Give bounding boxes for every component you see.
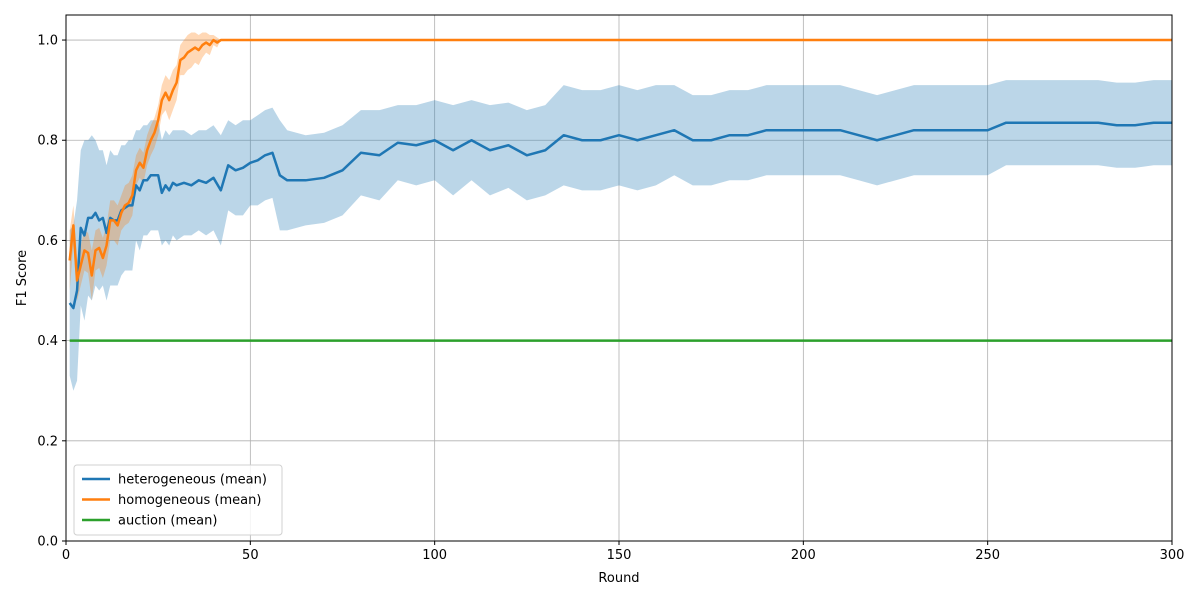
x-tick-label: 50 <box>242 548 259 563</box>
legend: heterogeneous (mean) homogeneous (mean) au… <box>73 464 283 536</box>
y-tick-label: 0.0 <box>37 535 58 550</box>
series-line-1 <box>68 38 1172 282</box>
x-tick-label: 300 <box>1160 548 1185 563</box>
x-tick-label: 250 <box>975 548 1000 563</box>
legend-label: auction (mean) <box>118 514 217 529</box>
y-axis-label: F1 Score <box>15 250 30 306</box>
y-tick-label: 0.6 <box>37 234 58 249</box>
legend-box <box>73 464 283 536</box>
x-tick-label: 100 <box>422 548 447 563</box>
y-tick-label: 0.8 <box>37 134 58 149</box>
y-tick-label: 0.4 <box>37 334 58 349</box>
x-tick-label: 0 <box>62 548 70 563</box>
axis-ticks: 0 50 100 150 200 250 300 0.0 0.2 0.4 0.6 0.8 1.0 <box>37 34 1184 563</box>
y-tick-label: 1.0 <box>37 34 58 49</box>
x-tick-label: 200 <box>791 548 816 563</box>
confidence-band-0 <box>69 80 1173 391</box>
series-lines <box>68 38 1172 342</box>
x-axis-label: Round <box>598 571 639 586</box>
x-tick-label: 150 <box>607 548 632 563</box>
y-tick-label: 0.2 <box>37 434 58 449</box>
legend-label: homogeneous (mean) <box>118 493 261 508</box>
legend-label: heterogeneous (mean) <box>118 473 267 488</box>
